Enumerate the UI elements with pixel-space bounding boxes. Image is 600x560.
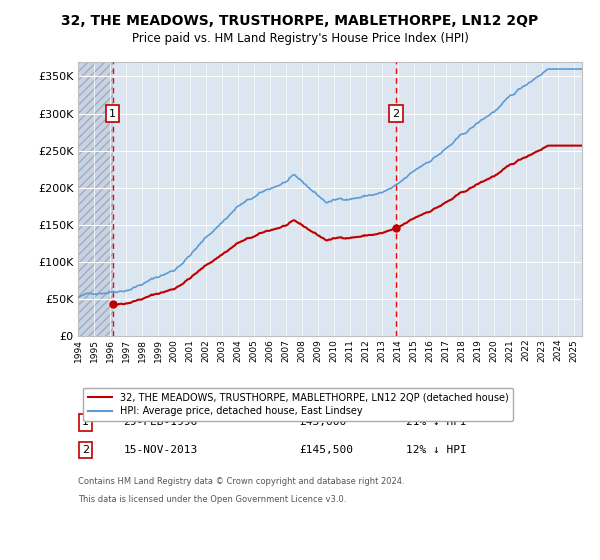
Text: 12% ↓ HPI: 12% ↓ HPI [406, 445, 466, 455]
Text: Price paid vs. HM Land Registry's House Price Index (HPI): Price paid vs. HM Land Registry's House … [131, 32, 469, 45]
Text: 21% ↓ HPI: 21% ↓ HPI [406, 417, 466, 427]
Text: Contains HM Land Registry data © Crown copyright and database right 2024.: Contains HM Land Registry data © Crown c… [78, 477, 404, 486]
Text: 32, THE MEADOWS, TRUSTHORPE, MABLETHORPE, LN12 2QP: 32, THE MEADOWS, TRUSTHORPE, MABLETHORPE… [61, 14, 539, 28]
Text: 29-FEB-1996: 29-FEB-1996 [124, 417, 197, 427]
Text: 1: 1 [82, 417, 89, 427]
Text: 1: 1 [109, 109, 116, 119]
Text: 2: 2 [392, 109, 400, 119]
Text: £43,000: £43,000 [300, 417, 347, 427]
Text: This data is licensed under the Open Government Licence v3.0.: This data is licensed under the Open Gov… [78, 495, 346, 504]
Legend: 32, THE MEADOWS, TRUSTHORPE, MABLETHORPE, LN12 2QP (detached house), HPI: Averag: 32, THE MEADOWS, TRUSTHORPE, MABLETHORPE… [83, 388, 514, 421]
Bar [78, 62, 113, 336]
Text: 15-NOV-2013: 15-NOV-2013 [124, 445, 197, 455]
Text: £145,500: £145,500 [300, 445, 354, 455]
Text: 2: 2 [82, 445, 89, 455]
